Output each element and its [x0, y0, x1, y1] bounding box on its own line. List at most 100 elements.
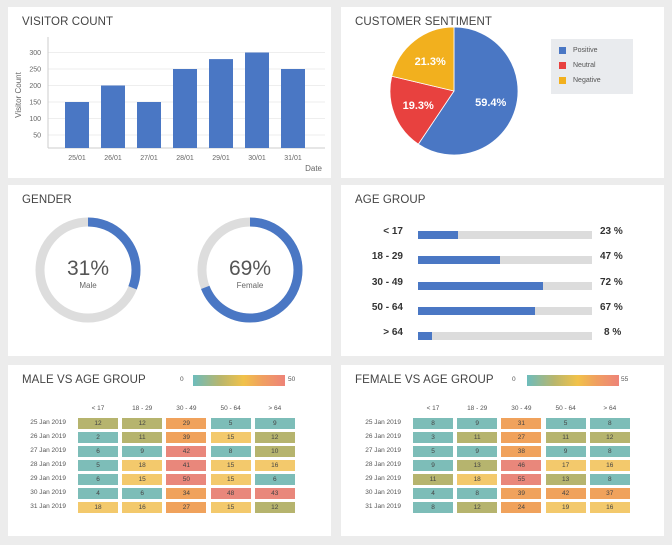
y-tick-label: 300: [29, 50, 41, 57]
row-date-label: 26 Jan 2019: [365, 433, 401, 440]
donut-fill-male: [35, 217, 141, 323]
heatmap-cell: 15: [210, 432, 251, 443]
heatmap-cell: 8: [413, 502, 453, 513]
heatmap-cell: 11: [122, 432, 163, 443]
heatmap-cell: 8: [413, 418, 453, 429]
legend-swatch-neutral: [559, 62, 566, 69]
bar-31/01: [281, 69, 305, 148]
heatmap-cell: 6: [78, 474, 118, 485]
heatmap-cell: 5: [545, 418, 586, 429]
heatmap-cell: 12: [78, 418, 118, 429]
heatmap-cell: 9: [545, 446, 586, 457]
row-date-label: 31 Jan 2019: [30, 503, 66, 510]
donut-fill-female: [197, 217, 303, 323]
heatmap-cell: 9: [254, 418, 295, 429]
column-header: < 17: [426, 405, 440, 412]
legend-label: Positive: [573, 47, 598, 54]
heatmap-cell: 6: [122, 488, 163, 499]
heatmap-cell: 8: [210, 446, 251, 457]
scale-min-label: 0: [180, 376, 184, 383]
heatmap-cell: 24: [501, 502, 542, 513]
column-header: 50 - 64: [555, 405, 576, 412]
bar-25/01: [65, 102, 89, 148]
male-percent: 31%: [66, 257, 110, 280]
male-heatmap-title: MALE VS AGE GROUP: [22, 374, 146, 386]
row-date-label: 28 Jan 2019: [30, 461, 66, 468]
heatmap-cell: 13: [457, 460, 498, 471]
heatmap-cell: 3: [413, 432, 453, 443]
y-axis-label: Visitor Count: [14, 71, 23, 117]
row-date-label: 26 Jan 2019: [30, 433, 66, 440]
heatmap-cell: 9: [457, 418, 498, 429]
age-label: < 17: [383, 226, 403, 237]
male-label: Male: [79, 281, 97, 290]
heatmap-cell: 34: [166, 488, 207, 499]
row-date-label: 27 Jan 2019: [30, 447, 66, 454]
heatmap-cell: 16: [122, 502, 163, 513]
column-header: 30 - 49: [511, 405, 532, 412]
heatmap-cell: 5: [210, 418, 251, 429]
heatmap-cell: 15: [122, 474, 163, 485]
x-tick-label: 27/01: [140, 155, 158, 162]
heatmap-cell: 15: [210, 460, 251, 471]
heatmap-cell: 18: [457, 474, 498, 485]
heatmap-cell: 8: [589, 418, 630, 429]
age-percent: 8 %: [604, 327, 622, 339]
column-header: 50 - 64: [220, 405, 241, 412]
pie-slice-neutral: [389, 75, 455, 145]
age-bar-track: [418, 231, 592, 239]
pie-label: 19.3%: [403, 100, 434, 112]
heatmap-cell: 2: [78, 432, 118, 443]
heatmap-cell: 8: [589, 474, 630, 485]
heatmap-cell: 6: [78, 446, 118, 457]
heatmap-cell: 11: [413, 474, 453, 485]
heatmap-cell: 55: [501, 474, 542, 485]
heatmap-cell: 38: [501, 446, 542, 457]
heatmap-cell: 50: [166, 474, 207, 485]
scale-min-label: 0: [512, 376, 516, 383]
heatmap-cell: 5: [413, 446, 453, 457]
heatmap-cell: 43: [254, 488, 295, 499]
row-date-label: 30 Jan 2019: [365, 489, 401, 496]
heatmap-cell: 27: [166, 502, 207, 513]
scale-max-label: 55: [621, 376, 629, 383]
row-date-label: 29 Jan 2019: [365, 475, 401, 482]
row-date-label: 27 Jan 2019: [365, 447, 401, 454]
row-date-label: 28 Jan 2019: [365, 461, 401, 468]
row-date-label: 30 Jan 2019: [30, 489, 66, 496]
age-group-title: AGE GROUP: [355, 194, 426, 206]
age-group-panel: AGE GROUP: [341, 185, 664, 356]
column-header: 18 - 29: [467, 405, 488, 412]
sentiment-title: CUSTOMER SENTIMENT: [355, 16, 493, 28]
pie-label: 21.3%: [415, 56, 446, 68]
column-header: > 64: [268, 405, 282, 412]
heatmap-cell: 46: [501, 460, 542, 471]
heatmap-cell: 9: [122, 446, 163, 457]
y-tick-label: 150: [29, 100, 41, 107]
age-label: > 64: [383, 327, 403, 339]
female-label: Female: [236, 281, 264, 290]
legend-item-neutral: Neutral: [559, 58, 625, 73]
pie-slice-positive: [417, 26, 519, 156]
bar-29/01: [209, 59, 233, 148]
heatmap-cell: 18: [122, 460, 163, 471]
female-heatmap-title: FEMALE VS AGE GROUP: [355, 374, 494, 386]
age-percent: 47 %: [600, 251, 623, 263]
heatmap-cell: 48: [210, 488, 251, 499]
legend-item-positive: Positive: [559, 43, 625, 58]
age-bar-track: [418, 306, 592, 315]
gender-panel: GENDER: [8, 185, 331, 356]
female-percent: 69%: [228, 257, 272, 280]
heatmap-cell: 12: [254, 432, 295, 443]
age-bar-fill: [418, 332, 432, 341]
heatmap-cell: 39: [166, 432, 207, 443]
heatmap-cell: 19: [545, 502, 586, 513]
heatmap-cell: 12: [122, 418, 163, 429]
heatmap-cell: 10: [254, 446, 295, 457]
visitor-count-title: VISITOR COUNT: [22, 16, 114, 28]
heatmap-cell: 18: [78, 502, 118, 513]
legend-item-negative: Negative: [559, 73, 625, 88]
legend-label: Neutral: [573, 62, 596, 69]
